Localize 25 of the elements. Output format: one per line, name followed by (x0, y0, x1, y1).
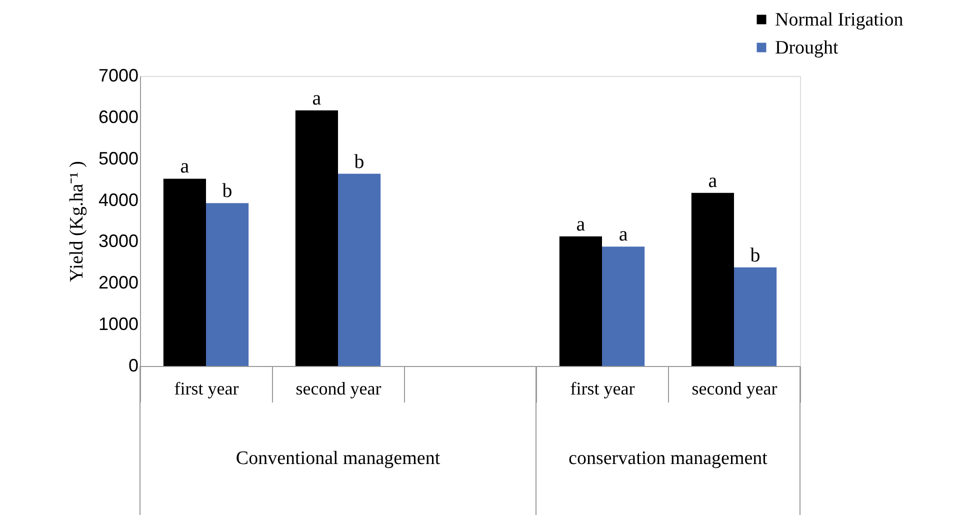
text: Conventional management (236, 448, 441, 469)
y-tick-label: 6000 (98, 106, 138, 127)
x-tick-label: first year (570, 378, 635, 398)
legend-label: Normal Irigation (775, 10, 904, 30)
data-label: a (312, 87, 322, 110)
y-tick-label: 4000 (98, 190, 138, 210)
y-tick-label: 2000 (98, 272, 138, 293)
data-label: b (354, 150, 364, 173)
y-tick-label: 1000 (98, 314, 138, 334)
data-label: b (750, 244, 760, 266)
text: conservation management (568, 448, 768, 469)
data-label: a (618, 224, 628, 246)
x-tick-label: first year (174, 378, 239, 398)
data-label: a (708, 170, 718, 192)
y-tick-label: 7000 (98, 66, 138, 86)
data-label: a (180, 156, 190, 178)
x-tick-label: second year (296, 378, 382, 398)
y-axis-title: Yield (Kg.ha⁻¹ ) (66, 161, 88, 282)
y-tick-label: 5000 (98, 148, 138, 168)
y-tick-label: 0 (128, 356, 138, 376)
x-tick-label: second year (692, 378, 778, 398)
legend-label: Drought (775, 38, 840, 58)
data-label: a (576, 213, 586, 236)
y-tick-label: 3000 (98, 231, 138, 252)
data-label: b (222, 180, 232, 202)
